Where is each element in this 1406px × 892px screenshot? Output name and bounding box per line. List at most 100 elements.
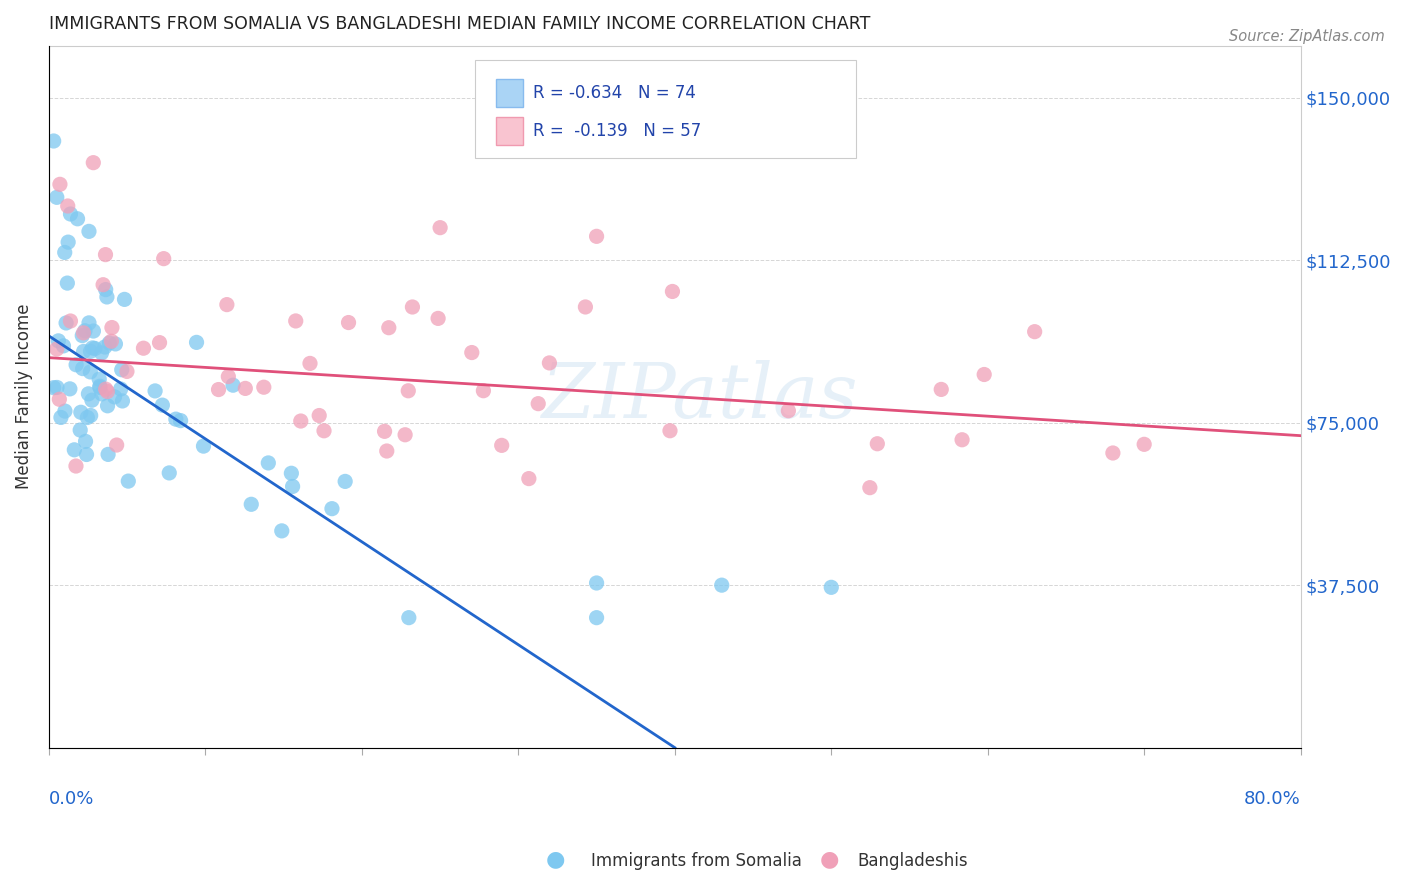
Point xyxy=(96,290,118,304)
Point xyxy=(90,387,112,401)
Point xyxy=(375,444,398,458)
Point xyxy=(49,178,72,192)
Point xyxy=(89,380,111,394)
Point xyxy=(46,380,69,394)
Point xyxy=(72,344,94,359)
Point xyxy=(193,439,215,453)
Point xyxy=(950,433,973,447)
Text: Immigrants from Somalia: Immigrants from Somalia xyxy=(591,852,801,870)
Point xyxy=(82,324,104,338)
Point xyxy=(114,293,136,307)
Point xyxy=(710,578,733,592)
Point xyxy=(42,381,65,395)
Point xyxy=(429,220,451,235)
Point xyxy=(94,247,117,261)
Text: R =  -0.139   N = 57: R = -0.139 N = 57 xyxy=(533,122,702,140)
Point xyxy=(111,393,134,408)
Point xyxy=(398,610,420,624)
Point xyxy=(152,252,174,266)
FancyBboxPatch shape xyxy=(475,60,856,158)
Point xyxy=(527,397,550,411)
Point xyxy=(661,285,683,299)
Point xyxy=(165,412,187,426)
Point xyxy=(321,501,343,516)
Point xyxy=(89,379,111,393)
Point xyxy=(270,524,292,538)
Text: R = -0.634   N = 74: R = -0.634 N = 74 xyxy=(533,85,696,103)
Point xyxy=(72,328,94,343)
Point xyxy=(143,384,166,398)
Point xyxy=(45,190,67,204)
Point xyxy=(150,398,173,412)
Point xyxy=(820,580,842,594)
Point xyxy=(53,245,76,260)
Point xyxy=(257,456,280,470)
Y-axis label: Median Family Income: Median Family Income xyxy=(15,304,32,490)
Point xyxy=(101,320,124,334)
Point xyxy=(132,341,155,355)
Point xyxy=(56,235,79,249)
Point xyxy=(337,316,360,330)
Point xyxy=(96,399,118,413)
Bar xyxy=(496,79,523,107)
Point xyxy=(472,384,495,398)
Point xyxy=(66,211,89,226)
Point xyxy=(585,229,607,244)
Point xyxy=(84,342,107,356)
Text: Bangladeshis: Bangladeshis xyxy=(858,852,969,870)
Point xyxy=(659,424,682,438)
Point xyxy=(1102,446,1125,460)
Point xyxy=(574,300,596,314)
Point xyxy=(91,277,114,292)
Point xyxy=(79,344,101,359)
Text: ZIPatlas: ZIPatlas xyxy=(541,359,858,434)
Point xyxy=(585,576,607,591)
Point xyxy=(69,405,91,419)
Point xyxy=(89,372,111,386)
Text: 80.0%: 80.0% xyxy=(1244,789,1301,808)
Point xyxy=(96,384,118,399)
Point xyxy=(374,425,396,439)
Point xyxy=(65,358,87,372)
Point xyxy=(217,369,239,384)
Point xyxy=(69,423,91,437)
Point xyxy=(280,467,302,481)
Point xyxy=(111,362,134,376)
Point xyxy=(312,424,335,438)
Point xyxy=(157,466,180,480)
Point xyxy=(76,448,98,462)
Point xyxy=(186,335,208,350)
Point xyxy=(333,475,356,489)
Point xyxy=(82,155,104,169)
Point xyxy=(778,403,800,417)
Point xyxy=(396,384,419,398)
Point xyxy=(222,378,245,392)
Point xyxy=(97,447,120,461)
Point xyxy=(929,383,952,397)
Point xyxy=(169,414,191,428)
Point xyxy=(378,320,401,334)
Point xyxy=(73,324,96,338)
Point xyxy=(401,300,423,314)
Point xyxy=(56,199,79,213)
Point xyxy=(115,364,138,378)
Point xyxy=(427,311,450,326)
Point xyxy=(76,410,98,425)
Point xyxy=(215,298,238,312)
Point xyxy=(72,361,94,376)
Point xyxy=(104,337,127,351)
Text: ●: ● xyxy=(820,850,839,870)
Point xyxy=(42,134,65,148)
Point xyxy=(240,497,263,511)
Point xyxy=(56,276,79,290)
Point xyxy=(973,368,995,382)
Point xyxy=(77,316,100,330)
Point xyxy=(148,335,170,350)
Point xyxy=(52,339,75,353)
Text: IMMIGRANTS FROM SOMALIA VS BANGLADESHI MEDIAN FAMILY INCOME CORRELATION CHART: IMMIGRANTS FROM SOMALIA VS BANGLADESHI M… xyxy=(49,15,870,33)
Point xyxy=(461,345,484,359)
Point xyxy=(80,393,103,408)
Point xyxy=(55,316,77,330)
Point xyxy=(90,346,112,360)
Point xyxy=(65,458,87,473)
